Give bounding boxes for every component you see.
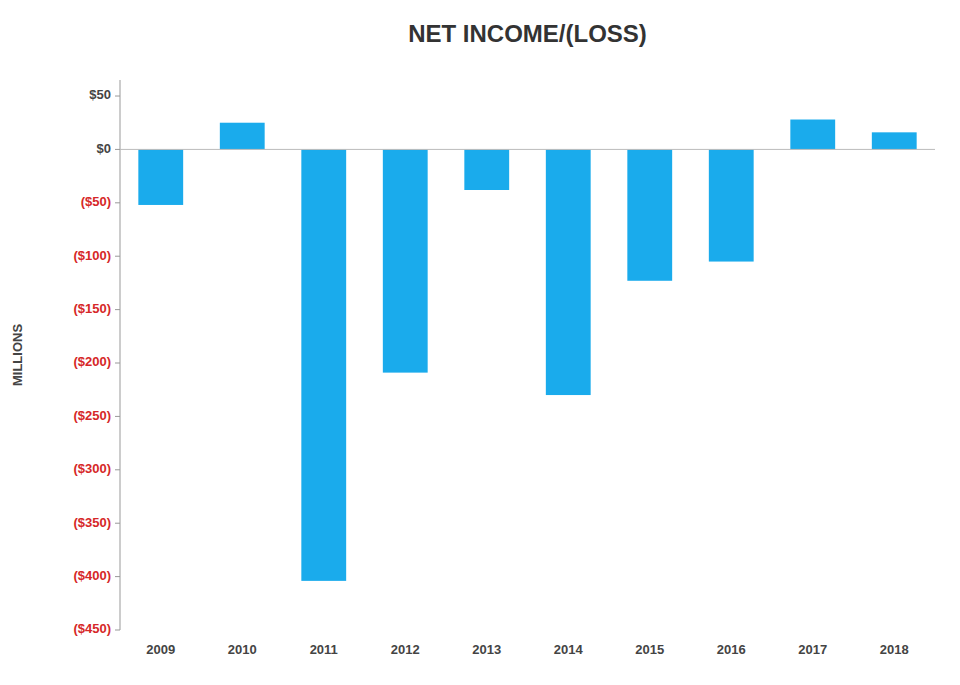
y-axis-label: MILLIONS: [10, 324, 25, 386]
x-tick-label: 2013: [472, 642, 501, 657]
y-tick-label: ($400): [73, 568, 111, 583]
y-tick: [115, 576, 120, 577]
y-tick: [115, 309, 120, 310]
x-tick-label: 2009: [146, 642, 175, 657]
y-tick: [115, 416, 120, 417]
y-tick: [115, 96, 120, 97]
bar: [138, 149, 183, 205]
x-axis: 2009 2010 2011 2012 2013 2014 2015 2016 2017 2018: [146, 642, 908, 657]
chart-title: NET INCOME/(LOSS): [408, 20, 647, 47]
y-tick-label: ($450): [73, 621, 111, 636]
bar: [301, 149, 346, 580]
y-tick-label: ($200): [73, 354, 111, 369]
bars: [138, 120, 916, 581]
chart-container: NET INCOME/(LOSS) MILLIONS $50 $0 ($50) ($100…: [0, 0, 960, 685]
chart-svg: NET INCOME/(LOSS) MILLIONS $50 $0 ($50) ($100…: [0, 0, 960, 685]
y-tick-label: $50: [89, 87, 111, 102]
y-tick: [115, 256, 120, 257]
bar: [790, 120, 835, 150]
y-tick: [115, 523, 120, 524]
y-tick-label: ($100): [73, 248, 111, 263]
bar: [546, 149, 591, 395]
x-tick-label: 2017: [798, 642, 827, 657]
bar: [627, 149, 672, 280]
y-axis-line: [120, 80, 121, 630]
y-tick-label: ($250): [73, 408, 111, 423]
x-tick-label: 2010: [228, 642, 257, 657]
y-tick: [115, 630, 120, 631]
y-tick-label: ($350): [73, 515, 111, 530]
x-tick-label: 2012: [391, 642, 420, 657]
bar: [464, 149, 509, 190]
y-tick: [115, 149, 120, 150]
y-axis: $50 $0 ($50) ($100) ($150) ($200) ($250) ($300)…: [73, 80, 120, 636]
x-tick-label: 2016: [717, 642, 746, 657]
y-tick: [115, 469, 120, 470]
bar: [383, 149, 428, 372]
y-tick-label: $0: [97, 141, 111, 156]
x-tick-label: 2015: [635, 642, 664, 657]
y-tick-label: ($150): [73, 301, 111, 316]
y-tick-label: ($300): [73, 461, 111, 476]
bar: [872, 132, 917, 149]
y-tick: [115, 202, 120, 203]
bar: [220, 123, 265, 150]
bar: [709, 149, 754, 261]
x-tick-label: 2014: [554, 642, 584, 657]
zero-line: [120, 149, 935, 150]
y-tick: [115, 363, 120, 364]
y-tick-label: ($50): [81, 194, 111, 209]
x-tick-label: 2011: [310, 642, 338, 657]
x-tick-label: 2018: [880, 642, 909, 657]
